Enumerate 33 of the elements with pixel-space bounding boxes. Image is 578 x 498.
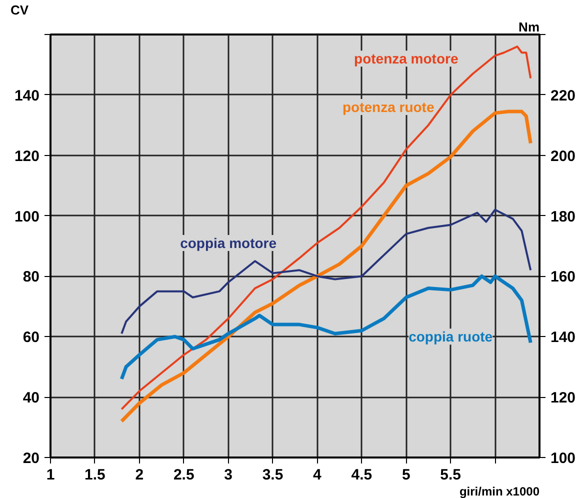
y-tick-label: 80 — [22, 268, 40, 286]
y2-tick-label: 200 — [550, 148, 576, 165]
y2-tick-label: 140 — [550, 329, 576, 346]
y2-tick-label: 100 — [550, 450, 576, 467]
y-tick-label: 140 — [14, 87, 40, 104]
y-tick-label: 100 — [14, 208, 40, 226]
x-tick-label: 3 — [224, 466, 232, 484]
y2-tick-label: 160 — [550, 268, 576, 286]
y2-tick-label: 120 — [550, 390, 576, 407]
line-series — [120, 46, 532, 410]
y-tick-label: 120 — [14, 148, 40, 165]
y-axis-title: CV — [10, 2, 29, 18]
x-tick-label: 5.5 — [440, 466, 462, 484]
line-series — [120, 274, 532, 381]
x-tick-label: 4 — [313, 466, 322, 484]
series-label: coppia motore — [180, 234, 277, 251]
x-axis-title: giri/min x1000 — [459, 484, 540, 498]
x-tick-label: 5 — [402, 466, 410, 484]
y2-tick-label: 180 — [550, 208, 576, 226]
x-tick-label: 1 — [46, 466, 55, 484]
x-tick-label: 2.5 — [173, 466, 194, 484]
y-tick-label: 40 — [22, 390, 40, 407]
series-label: coppia ruote — [408, 328, 493, 345]
y2-tick-label: 220 — [550, 87, 576, 104]
y-tick-label: 20 — [22, 450, 40, 467]
x-tick-label: 4.5 — [351, 466, 372, 484]
x-tick-label: 2 — [135, 466, 144, 484]
x-tick-label: 3.5 — [262, 466, 284, 484]
y-tick-label: 60 — [22, 329, 40, 346]
series-label: potenza motore — [354, 50, 458, 67]
x-tick-label: 1.5 — [84, 466, 106, 484]
y2-axis-title: Nm — [518, 20, 540, 34]
text: potenza ruote — [342, 99, 434, 116]
